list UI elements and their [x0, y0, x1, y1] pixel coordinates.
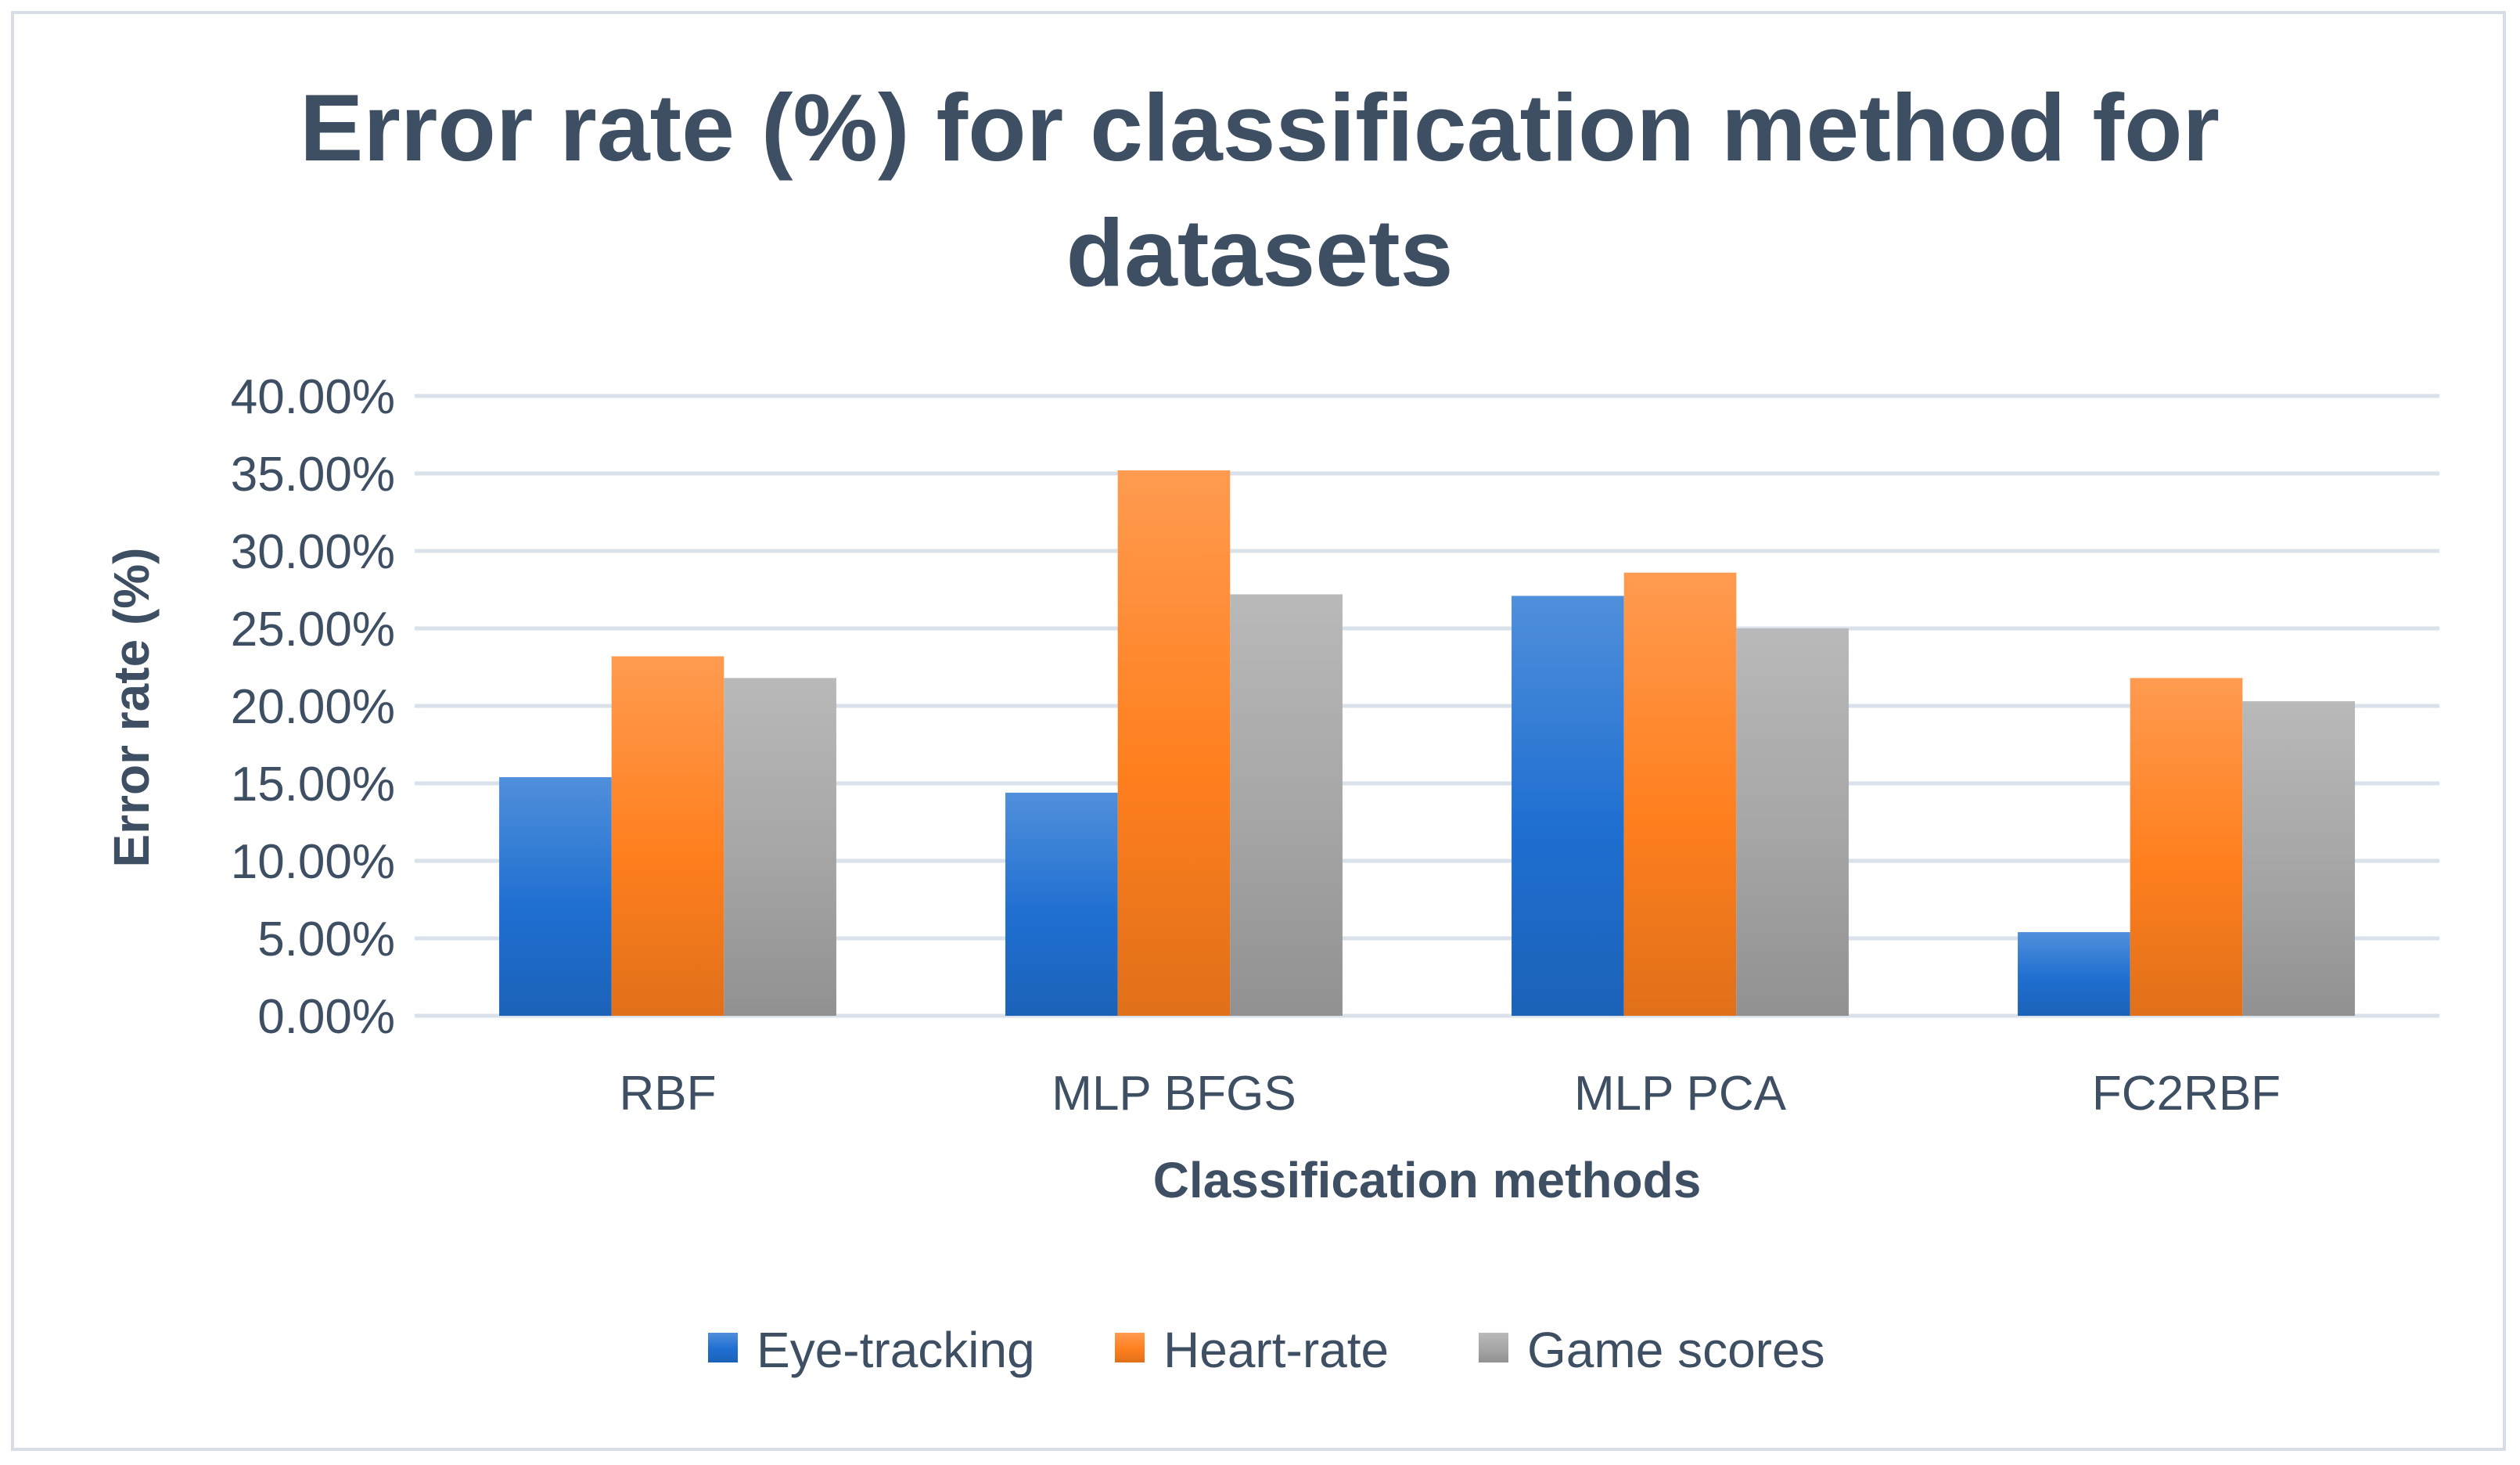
x-tick-label: FC2RBF	[2092, 1067, 2281, 1121]
legend-swatch	[1115, 1333, 1145, 1362]
y-axis-title: Error rate (%)	[103, 548, 160, 868]
bar-heart-rate-mlp-bfgs	[1117, 470, 1231, 1016]
bar-eye-tracking-fc2rbf	[2018, 932, 2130, 1016]
legend-label: Eye-tracking	[757, 1322, 1035, 1378]
bar-heart-rate-rbf	[611, 656, 724, 1016]
x-axis-title: Classification methods	[1153, 1152, 1702, 1208]
y-tick-label: 20.00%	[231, 680, 395, 734]
legend-swatch	[1479, 1333, 1508, 1362]
bar-game-scores-fc2rbf	[2242, 701, 2355, 1016]
bar-eye-tracking-mlp-pca	[1512, 596, 1624, 1016]
bar-heart-rate-fc2rbf	[2130, 678, 2243, 1016]
legend-swatch	[708, 1333, 738, 1362]
bar-heart-rate-mlp-pca	[1623, 572, 1737, 1016]
bars	[499, 470, 2355, 1016]
y-tick-label: 35.00%	[231, 448, 395, 502]
legend-label: Heart-rate	[1163, 1322, 1389, 1378]
legend-label: Game scores	[1527, 1322, 1825, 1378]
bar-game-scores-mlp-pca	[1736, 628, 1849, 1016]
x-tick-label: MLP PCA	[1574, 1067, 1787, 1121]
y-tick-label: 10.00%	[231, 835, 395, 889]
x-tick-label: MLP BFGS	[1051, 1067, 1296, 1121]
bar-game-scores-rbf	[724, 678, 836, 1016]
y-tick-label: 5.00%	[257, 912, 395, 966]
legend: Eye-tracking Heart-rate Game scores	[708, 1322, 1825, 1378]
chart-title-line-1: Error rate (%) for classification method…	[300, 74, 2220, 181]
y-tick-label: 0.00%	[257, 990, 395, 1044]
x-axis-ticks: RBF MLP BFGS MLP PCA FC2RBF	[620, 1067, 2281, 1121]
y-tick-label: 40.00%	[231, 370, 395, 424]
bar-eye-tracking-rbf	[499, 777, 612, 1016]
y-tick-label: 30.00%	[231, 525, 395, 579]
y-tick-label: 15.00%	[231, 758, 395, 812]
bar-game-scores-mlp-bfgs	[1230, 594, 1343, 1016]
bar-eye-tracking-mlp-bfgs	[1005, 792, 1118, 1016]
x-tick-label: RBF	[620, 1067, 717, 1121]
y-tick-label: 25.00%	[231, 603, 395, 657]
chart-title-line-2: datasets	[1066, 200, 1453, 306]
y-axis-ticks: 0.00% 5.00% 10.00% 15.00% 20.00% 25.00% 30.00%…	[231, 370, 395, 1044]
